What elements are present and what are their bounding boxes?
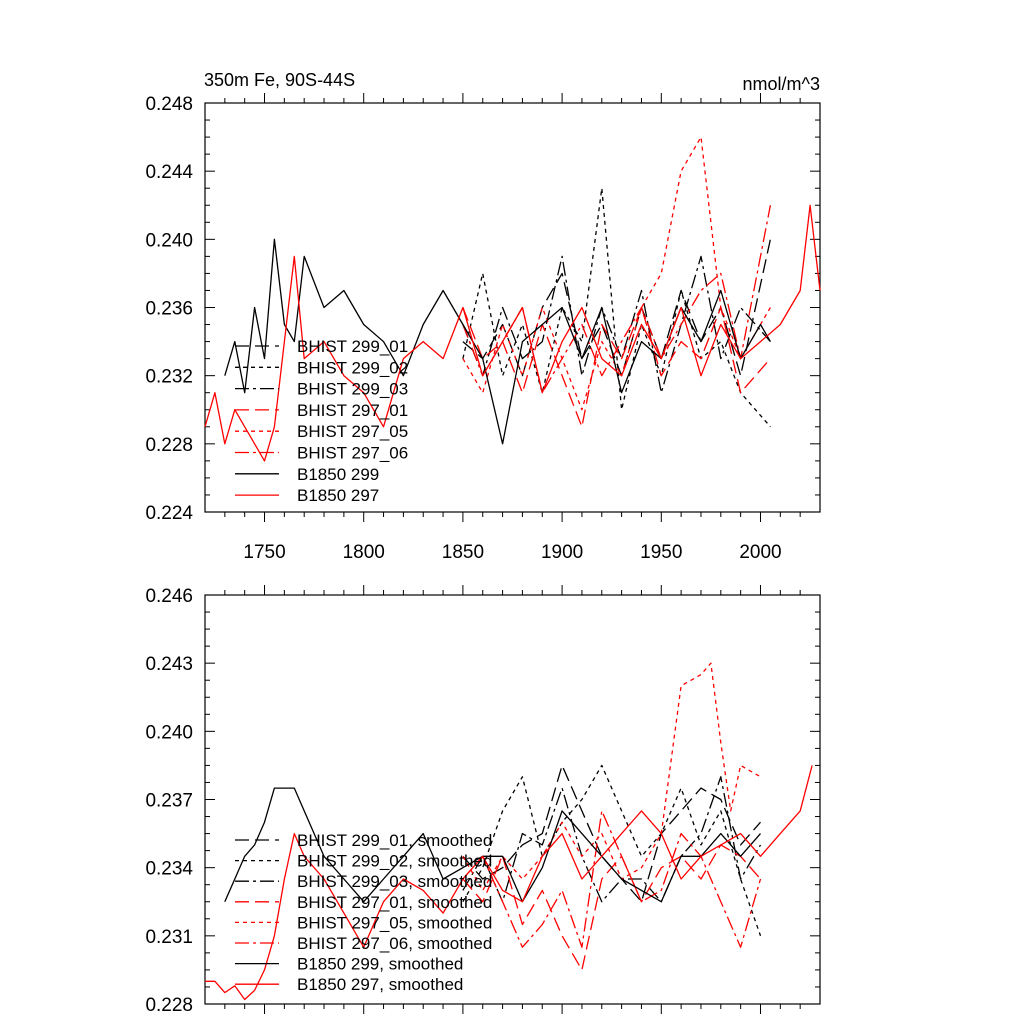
y-tick-label: 0.243 — [145, 654, 193, 675]
y-tick-label: 0.240 — [145, 722, 193, 743]
legend-label: BHIST 297_05 — [297, 422, 408, 441]
series-line — [462, 187, 771, 428]
x-tick-label: 1950 — [640, 542, 682, 563]
y-tick-label: 0.237 — [145, 791, 193, 812]
top-panel-title: 350m Fe, 90S-44S — [204, 70, 355, 90]
legend-label: BHIST 299_03, smoothed — [297, 872, 492, 891]
x-tick-label: 1800 — [343, 542, 385, 563]
legend-label: B1850 297, smoothed — [297, 975, 463, 994]
legend-label: BHIST 299_01 — [297, 337, 408, 356]
bottom-panel: 0.228 0.231 0.234 0.237 0.240 0.243 0.246 BHIST… — [145, 585, 821, 1016]
series-line — [462, 205, 772, 394]
y-tick-label: 0.248 — [145, 94, 193, 115]
y-tick-label: 0.234 — [145, 859, 193, 880]
x-tick-label: 1750 — [243, 542, 285, 563]
legend-label: BHIST 299_02, smoothed — [297, 852, 492, 871]
series-line — [224, 787, 761, 903]
y-tick-label: 0.224 — [145, 503, 193, 524]
legend-label: BHIST 297_01 — [297, 401, 408, 420]
legend-label: BHIST 299_03 — [297, 380, 408, 399]
legend-label: B1850 299, smoothed — [297, 955, 463, 974]
legend-label: BHIST 297_01, smoothed — [297, 893, 492, 912]
series-line — [462, 776, 762, 903]
legend-label: B1850 299 — [297, 465, 379, 484]
top-panel: 350m Fe, 90S-44S nmol/m^3 0.224 0.228 0.23… — [145, 70, 821, 563]
legend-label: BHIST 297_05, smoothed — [297, 913, 492, 932]
x-tick-label: 1900 — [541, 542, 583, 563]
series-line — [462, 810, 762, 948]
y-tick-label: 0.228 — [145, 995, 193, 1016]
y-tick-label: 0.244 — [145, 162, 193, 183]
y-tick-label: 0.231 — [145, 927, 193, 948]
series-line — [462, 764, 761, 903]
series-line — [462, 844, 761, 971]
series-line — [205, 765, 813, 1001]
legend-label: BHIST 297_06 — [297, 444, 408, 463]
series-line — [462, 764, 762, 937]
legend-label: BHIST 297_06, smoothed — [297, 934, 492, 953]
legend-label: B1850 297 — [297, 486, 379, 505]
legend-label: BHIST 299_02 — [297, 358, 408, 377]
legend-label: BHIST 299_01, smoothed — [297, 831, 492, 850]
y-tick-label: 0.240 — [145, 230, 193, 251]
x-tick-label: 2000 — [739, 542, 781, 563]
y-tick-label: 0.232 — [145, 367, 193, 388]
x-tick-label: 1850 — [442, 542, 484, 563]
series-line — [204, 204, 821, 462]
y-tick-label: 0.228 — [145, 435, 193, 456]
y-tick-label: 0.236 — [145, 299, 193, 320]
top-panel-units: nmol/m^3 — [743, 74, 820, 94]
series-line — [462, 255, 771, 394]
series-line — [462, 306, 771, 428]
series-line — [462, 239, 772, 377]
series-line — [462, 136, 771, 411]
y-tick-label: 0.246 — [145, 586, 193, 607]
series-line — [462, 662, 761, 892]
